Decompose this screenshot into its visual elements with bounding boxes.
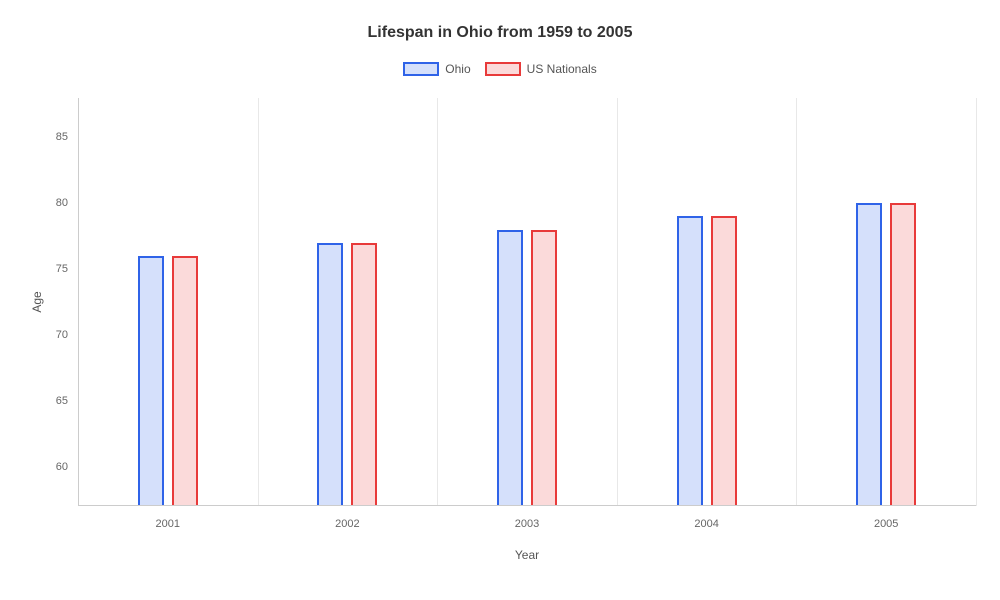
bars-layer [78,98,976,506]
legend-swatch-ohio [403,62,439,76]
legend-label-us: US Nationals [527,62,597,76]
grid-v-line [976,98,977,506]
chart-container: Lifespan in Ohio from 1959 to 2005 Ohio … [0,0,1000,600]
bar [138,256,164,506]
y-tick-label: 65 [56,395,78,407]
y-tick-label: 75 [56,263,78,275]
legend: Ohio US Nationals [0,62,1000,76]
y-axis-line [78,98,79,506]
x-axis-title: Year [515,548,539,562]
x-tick-label: 2003 [515,506,539,530]
chart-title: Lifespan in Ohio from 1959 to 2005 [0,24,1000,42]
bar [317,243,343,506]
bar [172,256,198,506]
y-tick-label: 60 [56,461,78,473]
legend-item-ohio: Ohio [403,62,470,76]
y-axis-title: Age [30,291,44,312]
bar [531,230,557,506]
legend-item-us: US Nationals [485,62,597,76]
y-tick-label: 80 [56,197,78,209]
legend-swatch-us [485,62,521,76]
bar [711,216,737,506]
legend-label-ohio: Ohio [445,62,470,76]
x-tick-label: 2005 [874,506,898,530]
bar [856,203,882,506]
x-tick-label: 2004 [694,506,718,530]
bar [890,203,916,506]
x-tick-label: 2001 [156,506,180,530]
y-tick-label: 85 [56,131,78,143]
bar [351,243,377,506]
y-tick-label: 70 [56,329,78,341]
bar [497,230,523,506]
plot-area: 606570758085 20012002200320042005 Age Ye… [78,98,976,506]
x-tick-label: 2002 [335,506,359,530]
bar [677,216,703,506]
